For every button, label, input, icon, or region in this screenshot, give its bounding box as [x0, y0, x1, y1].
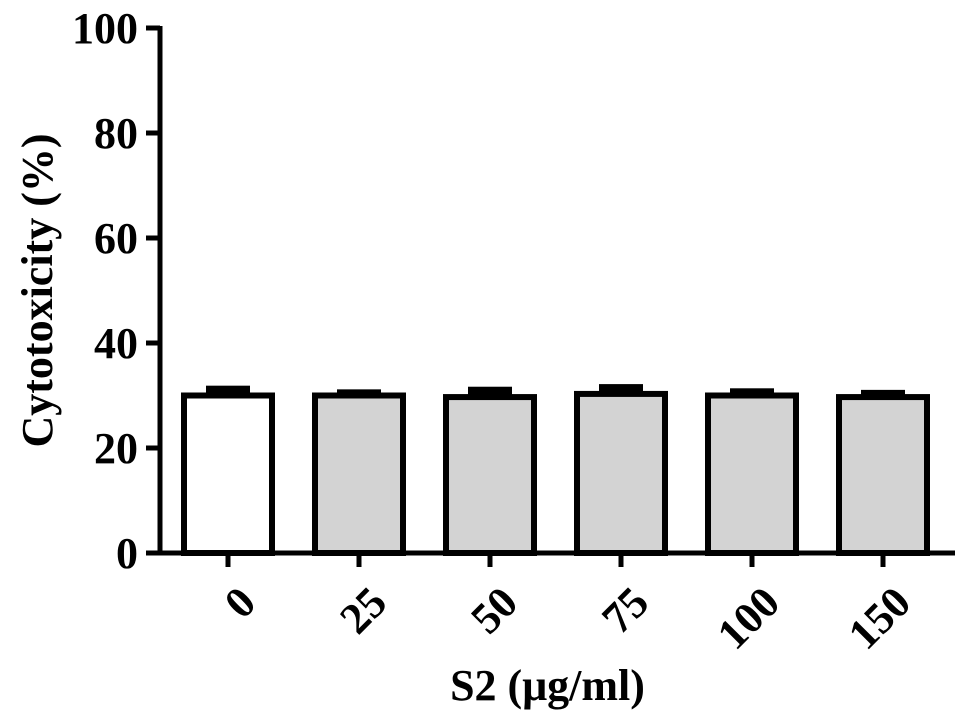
error-cap-0 — [206, 385, 250, 396]
error-bars-layer — [206, 384, 905, 398]
y-tick-label: 40 — [94, 319, 138, 368]
x-tick-label: 100 — [708, 577, 789, 658]
bar-75 — [574, 390, 668, 556]
bar-25 — [312, 392, 406, 556]
y-tick-label: 100 — [72, 4, 138, 53]
y-tick-label: 80 — [94, 109, 138, 158]
x-tick-label: 0 — [215, 577, 265, 627]
x-ticks: 0 25 50 75 100 150 — [215, 553, 920, 659]
bar-0 — [181, 392, 275, 556]
x-tick-label: 150 — [839, 577, 920, 658]
bar-100 — [705, 392, 799, 556]
y-axis-label: Cytotoxicity (%) — [13, 133, 62, 447]
y-tick-label: 60 — [94, 214, 138, 263]
axes-layer — [157, 26, 955, 556]
error-cap-50 — [468, 386, 512, 398]
error-cap-25 — [337, 389, 381, 396]
y-ticks: 0 20 40 60 80 100 — [72, 4, 160, 578]
error-cap-75 — [599, 384, 643, 394]
y-tick-label: 20 — [94, 424, 138, 473]
x-tick-label: 75 — [592, 577, 658, 643]
x-tick-label: 50 — [461, 577, 527, 643]
x-axis-label: S2 (μg/ml) — [450, 661, 645, 710]
bar-50 — [443, 394, 537, 557]
x-tick-label: 25 — [330, 577, 396, 643]
bars-layer — [181, 390, 930, 557]
error-cap-150 — [861, 389, 905, 398]
bar-150 — [836, 394, 930, 557]
y-tick-label: 0 — [116, 529, 138, 578]
error-cap-100 — [730, 388, 774, 396]
